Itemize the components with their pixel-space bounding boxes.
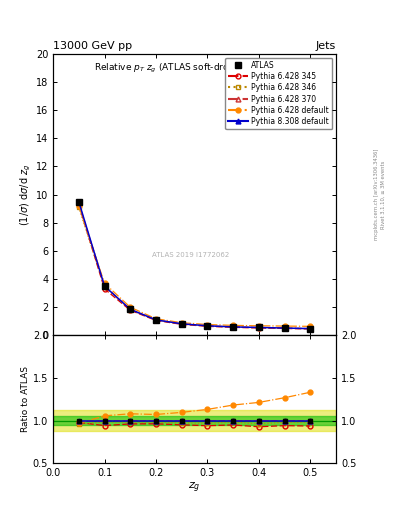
Text: Jets: Jets — [316, 41, 336, 51]
Bar — [53, 416, 336, 425]
Y-axis label: Ratio to ATLAS: Ratio to ATLAS — [21, 367, 30, 432]
Text: 13000 GeV pp: 13000 GeV pp — [53, 41, 132, 51]
X-axis label: $z_g$: $z_g$ — [188, 481, 201, 496]
Legend: ATLAS, Pythia 6.428 345, Pythia 6.428 346, Pythia 6.428 370, Pythia 6.428 defaul: ATLAS, Pythia 6.428 345, Pythia 6.428 34… — [226, 57, 332, 129]
Text: ATLAS 2019 I1772062: ATLAS 2019 I1772062 — [152, 251, 230, 258]
Y-axis label: $(1/\sigma)$ d$\sigma$/d $z_g$: $(1/\sigma)$ d$\sigma$/d $z_g$ — [18, 163, 33, 226]
Bar — [53, 411, 336, 431]
Text: Rivet 3.1.10, ≥ 3M events: Rivet 3.1.10, ≥ 3M events — [381, 160, 386, 229]
Text: Relative $p_T$ $z_g$ (ATLAS soft-drop observables): Relative $p_T$ $z_g$ (ATLAS soft-drop ob… — [94, 62, 296, 75]
Text: mcplots.cern.ch [arXiv:1306.3436]: mcplots.cern.ch [arXiv:1306.3436] — [374, 149, 379, 240]
